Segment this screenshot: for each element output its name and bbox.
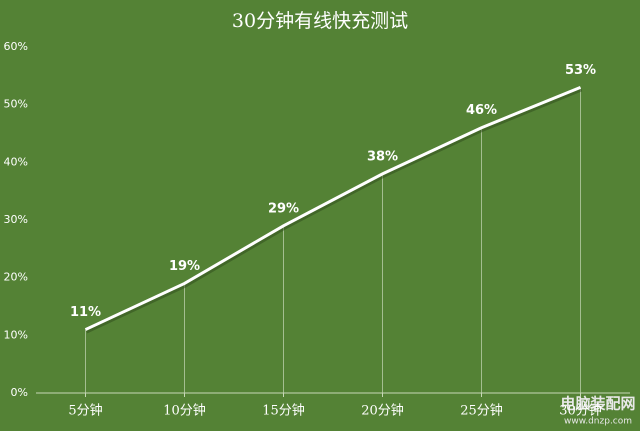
- line-shadow: [85, 87, 583, 334]
- y-tick-label: 50%: [4, 98, 28, 111]
- data-label: 19%: [169, 259, 200, 274]
- y-tick-label: 30%: [4, 213, 28, 226]
- data-label: 46%: [466, 103, 497, 118]
- y-tick-label: 60%: [4, 40, 28, 53]
- data-label: 38%: [367, 149, 398, 164]
- x-tick-label: 30分钟: [559, 403, 602, 419]
- y-tick-label: 20%: [4, 271, 28, 284]
- y-tick-label: 0%: [11, 386, 28, 399]
- x-tick-label: 5分钟: [68, 403, 102, 419]
- data-label: 53%: [565, 63, 596, 78]
- y-tick-label: 10%: [4, 328, 28, 341]
- watermark: 电脑装配网: [560, 395, 635, 413]
- x-tick-label: 15分钟: [262, 403, 305, 419]
- x-tick-label: 10分钟: [163, 403, 206, 419]
- watermark-url: www.dnzp.com: [564, 417, 632, 427]
- data-label: 11%: [70, 305, 101, 320]
- chart-title: 30分钟有线快充测试: [232, 10, 408, 32]
- y-tick-label: 40%: [4, 155, 28, 168]
- x-tick-label: 25分钟: [460, 403, 503, 419]
- data-label: 29%: [268, 201, 299, 216]
- x-tick-label: 20分钟: [361, 403, 404, 419]
- line: [84, 85, 582, 331]
